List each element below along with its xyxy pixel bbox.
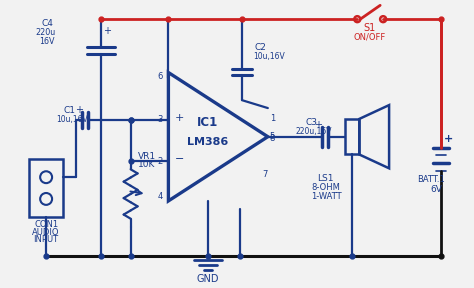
Text: C1: C1	[63, 106, 75, 115]
Text: +: +	[174, 113, 184, 123]
Text: LS1: LS1	[318, 174, 334, 183]
Text: 6: 6	[157, 72, 163, 81]
Text: C3: C3	[306, 118, 318, 127]
Text: INPUT: INPUT	[34, 236, 59, 245]
Text: +: +	[315, 120, 322, 130]
Text: 8: 8	[270, 134, 275, 143]
Text: IC1: IC1	[197, 116, 218, 129]
Text: BATT.1: BATT.1	[417, 175, 445, 184]
Text: 10u,16V: 10u,16V	[56, 115, 88, 124]
Text: VR1: VR1	[137, 151, 156, 160]
Bar	[346, 119, 359, 154]
Text: 5: 5	[270, 132, 275, 141]
Bar	[29, 160, 63, 217]
Text: CON1: CON1	[34, 220, 58, 229]
Text: ON/OFF: ON/OFF	[353, 32, 385, 41]
Text: 4: 4	[157, 192, 163, 202]
Text: 10u,16V: 10u,16V	[253, 52, 285, 61]
Text: 2: 2	[157, 157, 163, 166]
Text: 220u: 220u	[35, 28, 55, 37]
Text: 1-WATT: 1-WATT	[311, 192, 342, 201]
Text: LM386: LM386	[187, 137, 228, 147]
Text: 6V: 6V	[431, 185, 443, 194]
Text: −: −	[174, 154, 184, 164]
Text: C4: C4	[41, 19, 53, 28]
Text: GND: GND	[197, 274, 219, 284]
Text: AUDIO: AUDIO	[32, 228, 60, 236]
Text: 3: 3	[157, 115, 163, 124]
Text: 16V: 16V	[39, 37, 55, 46]
Text: +: +	[103, 26, 111, 36]
Text: 10K: 10K	[137, 160, 155, 169]
Text: 1: 1	[270, 114, 275, 124]
Text: 220u,16V: 220u,16V	[296, 127, 332, 136]
Text: 8-OHM: 8-OHM	[311, 183, 340, 192]
Text: +: +	[75, 105, 83, 115]
Text: 7: 7	[262, 170, 267, 179]
Text: C2: C2	[255, 43, 267, 52]
Text: +: +	[444, 134, 453, 144]
Text: S1: S1	[363, 23, 375, 33]
